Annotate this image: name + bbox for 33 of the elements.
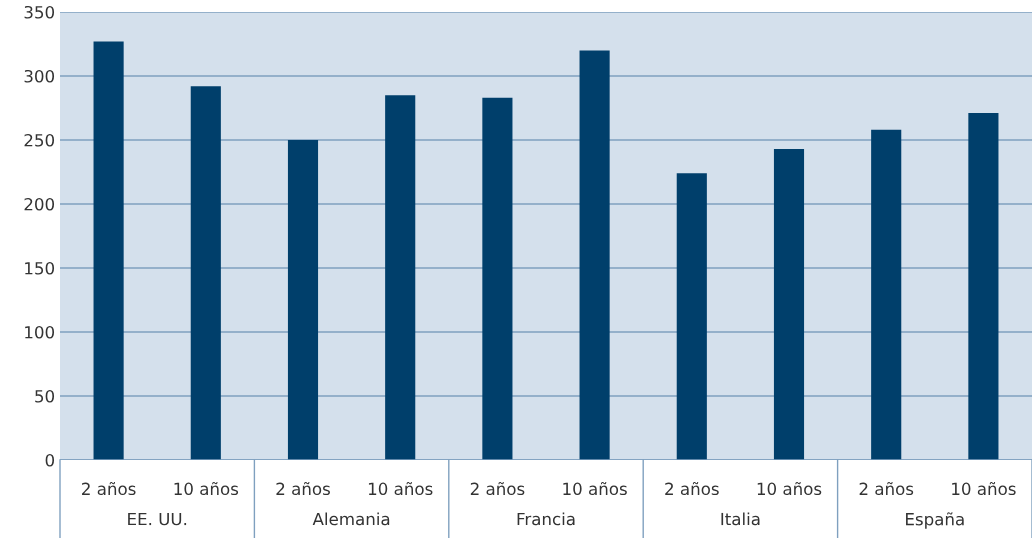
y-tick-label: 0 xyxy=(45,453,55,467)
y-tick-label: 250 xyxy=(24,133,55,147)
bar xyxy=(385,95,416,460)
bar xyxy=(676,173,707,460)
x-tick-label: 10 años xyxy=(368,481,433,496)
text: Alemania xyxy=(312,512,390,526)
y-tick-label: 200 xyxy=(24,197,55,211)
x-tick-label: 2 años xyxy=(665,481,719,496)
x-tick-label: 10 años xyxy=(563,481,627,496)
bar xyxy=(968,113,999,460)
x-tick-label: 10 años xyxy=(952,481,1016,496)
x-tick-label: 2 años xyxy=(470,481,525,496)
x-tick-label: 10 años xyxy=(757,481,822,496)
x-tick-label: 2 años xyxy=(82,481,136,496)
bar xyxy=(482,97,513,460)
y-tick-label: 150 xyxy=(25,261,55,275)
text: Italia xyxy=(721,512,760,526)
y-tick-label: 50 xyxy=(35,389,55,403)
bar xyxy=(773,148,805,460)
y-tick-label: 350 xyxy=(24,5,55,19)
text: EE. UU. xyxy=(128,512,187,526)
text: España xyxy=(906,512,964,529)
bar xyxy=(579,50,610,460)
bar xyxy=(287,140,319,460)
bar xyxy=(93,41,124,460)
y-tick-label: 100 xyxy=(25,325,55,339)
bar xyxy=(871,129,902,460)
text: Francia xyxy=(517,512,575,526)
x-tick-label: 10 años xyxy=(174,481,239,496)
x-tick-label: 2 años xyxy=(276,481,330,496)
bar xyxy=(190,86,221,460)
x-tick-label: 2 años xyxy=(859,481,914,496)
y-tick-label: 300 xyxy=(24,69,55,83)
